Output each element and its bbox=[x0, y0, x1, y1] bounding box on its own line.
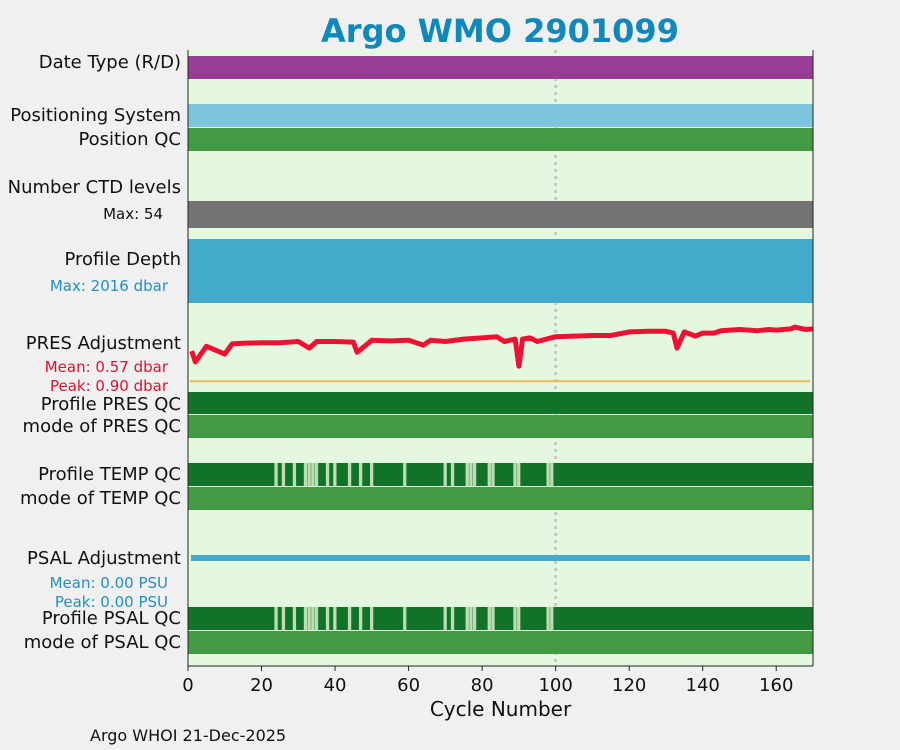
ctd-levels-band bbox=[188, 201, 813, 228]
temp-qc-flag-mark bbox=[403, 463, 406, 486]
mode-pres-qc-band bbox=[188, 415, 813, 438]
temp-qc-flag-mark bbox=[550, 463, 553, 486]
pres-mean-annotation: Mean: 0.57 dbar bbox=[45, 358, 168, 376]
psal-qc-flag-mark bbox=[293, 607, 296, 630]
psal-qc-flag-mark bbox=[333, 607, 336, 630]
psal-qc-flag-mark bbox=[370, 607, 373, 630]
x-tick-label: 60 bbox=[397, 675, 420, 696]
temp-qc-flag-mark bbox=[333, 463, 336, 486]
x-tick-label: 140 bbox=[686, 675, 720, 696]
x-tick-label: 80 bbox=[471, 675, 494, 696]
psal-qc-flag-mark bbox=[304, 607, 307, 630]
psal-qc-flag-mark bbox=[444, 607, 447, 630]
footer-credit: Argo WHOI 21-Dec-2025 bbox=[90, 726, 286, 745]
x-tick-label: 0 bbox=[182, 675, 193, 696]
temp-qc-flag-mark bbox=[315, 463, 318, 486]
psal-qc-flag-mark bbox=[403, 607, 406, 630]
mode-psal-qc-band bbox=[188, 631, 813, 654]
temp-qc-flag-mark bbox=[282, 463, 285, 486]
psal-qc-flag-mark bbox=[473, 607, 476, 630]
row-label-mode-pres-qc: mode of PRES QC bbox=[23, 416, 181, 437]
temp-qc-flag-mark bbox=[473, 463, 476, 486]
temp-qc-flag-mark bbox=[311, 463, 314, 486]
row-label-mode-temp-qc: mode of TEMP QC bbox=[20, 488, 181, 509]
psal-qc-flag-mark bbox=[315, 607, 318, 630]
psal-qc-flag-mark bbox=[451, 607, 454, 630]
psal-qc-flag-mark bbox=[517, 607, 520, 630]
row-label-profile-psal-qc: Profile PSAL QC bbox=[42, 608, 181, 629]
x-tick-label: 40 bbox=[324, 675, 347, 696]
psal-qc-flag-mark bbox=[326, 607, 329, 630]
temp-qc-flag-mark bbox=[370, 463, 373, 486]
temp-qc-flag-mark bbox=[469, 463, 472, 486]
row-label-profile-temp-qc: Profile TEMP QC bbox=[38, 464, 181, 485]
row-label-positioning-system: Positioning System bbox=[10, 105, 181, 126]
psal-qc-flag-mark bbox=[513, 607, 516, 630]
temp-qc-flag-mark bbox=[359, 463, 362, 486]
ctd-max-annotation: Max: 54 bbox=[103, 205, 163, 223]
temp-qc-flag-mark bbox=[517, 463, 520, 486]
row-label-date-type: Date Type (R/D) bbox=[39, 52, 181, 73]
row-label-mode-psal-qc: mode of PSAL QC bbox=[24, 632, 181, 653]
psal-qc-flag-mark bbox=[466, 607, 469, 630]
psal-mean-annotation: Mean: 0.00 PSU bbox=[50, 574, 168, 592]
temp-qc-flag-mark bbox=[488, 463, 491, 486]
x-axis-label: Cycle Number bbox=[188, 697, 813, 721]
row-label-position-qc: Position QC bbox=[78, 129, 181, 150]
temp-qc-flag-mark bbox=[304, 463, 307, 486]
psal-qc-flag-mark bbox=[550, 607, 553, 630]
psal-qc-flag-mark bbox=[274, 607, 277, 630]
psal-qc-flag-mark bbox=[469, 607, 472, 630]
x-tick-label: 100 bbox=[538, 675, 572, 696]
row-label-ctd-levels: Number CTD levels bbox=[8, 177, 181, 198]
positioning-system-band bbox=[188, 104, 813, 127]
x-tick-label: 120 bbox=[612, 675, 646, 696]
profile-depth-band bbox=[188, 239, 813, 303]
psal-qc-flag-mark bbox=[311, 607, 314, 630]
row-label-profile-depth: Profile Depth bbox=[64, 249, 181, 270]
temp-qc-flag-mark bbox=[513, 463, 516, 486]
temp-qc-flag-mark bbox=[274, 463, 277, 486]
temp-qc-flag-mark bbox=[491, 463, 494, 486]
date-type-band bbox=[188, 56, 813, 79]
temp-qc-flag-mark bbox=[546, 463, 549, 486]
x-tick-label: 20 bbox=[250, 675, 273, 696]
psal-qc-flag-mark bbox=[359, 607, 362, 630]
pres-peak-annotation: Peak: 0.90 dbar bbox=[50, 377, 168, 395]
temp-qc-flag-mark bbox=[293, 463, 296, 486]
chart-title: Argo WMO 2901099 bbox=[0, 12, 900, 50]
psal-qc-flag-mark bbox=[491, 607, 494, 630]
temp-qc-flag-mark bbox=[307, 463, 310, 486]
row-label-psal-adjustment: PSAL Adjustment bbox=[27, 548, 181, 569]
psal-qc-flag-mark bbox=[546, 607, 549, 630]
row-label-profile-pres-qc: Profile PRES QC bbox=[41, 394, 181, 415]
x-tick-label: 160 bbox=[759, 675, 793, 696]
depth-max-annotation: Max: 2016 dbar bbox=[50, 277, 168, 295]
temp-qc-flag-mark bbox=[444, 463, 447, 486]
temp-qc-flag-mark bbox=[348, 463, 351, 486]
profile-pres-qc-band bbox=[188, 392, 813, 414]
row-label-pres-adjustment: PRES Adjustment bbox=[26, 333, 181, 354]
psal-qc-flag-mark bbox=[488, 607, 491, 630]
psal-qc-flag-mark bbox=[307, 607, 310, 630]
psal-qc-flag-mark bbox=[348, 607, 351, 630]
temp-qc-flag-mark bbox=[451, 463, 454, 486]
psal-qc-flag-mark bbox=[282, 607, 285, 630]
position-qc-band bbox=[188, 128, 813, 151]
temp-qc-flag-mark bbox=[326, 463, 329, 486]
mode-temp-qc-band bbox=[188, 487, 813, 510]
temp-qc-flag-mark bbox=[466, 463, 469, 486]
